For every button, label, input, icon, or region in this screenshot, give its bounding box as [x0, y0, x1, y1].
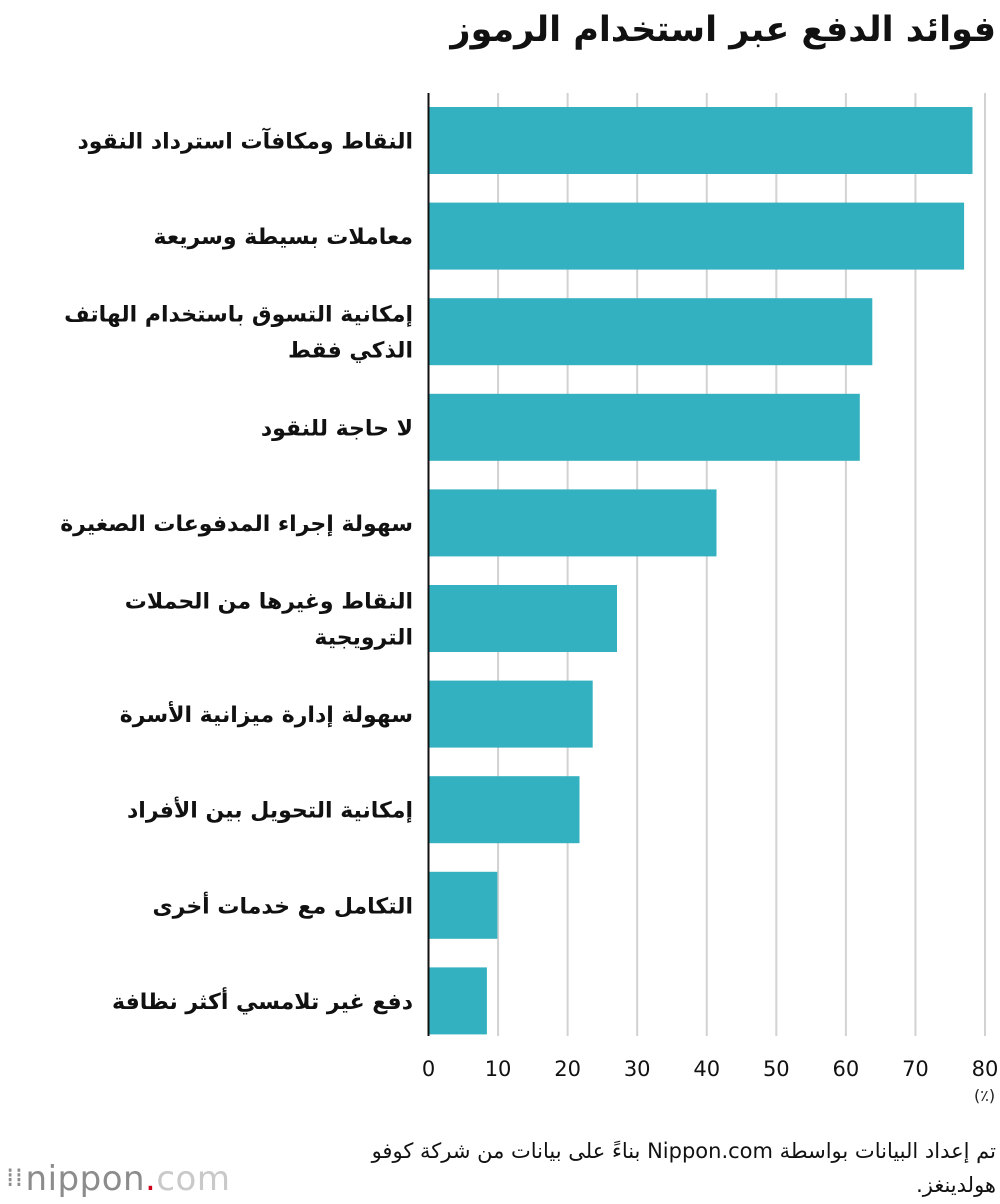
source-note: تم إعداد البيانات بواسطة Nippon.com بناء…	[371, 1139, 996, 1197]
bar	[428, 776, 580, 844]
chart-title: فوائد الدفع عبر استخدام الرموز	[450, 10, 996, 50]
category-label: سهولة إدارة ميزانية الأسرة	[120, 700, 413, 728]
bar	[428, 393, 860, 461]
category-labels: النقاط ومكافآت استرداد النقود معاملات بسي…	[60, 127, 413, 1015]
category-label: لا حاجة للنقود	[261, 416, 413, 441]
category-label: التكامل مع خدمات أخرى	[152, 890, 413, 919]
bar	[428, 202, 965, 270]
bar	[428, 489, 717, 557]
bars	[428, 107, 973, 1035]
category-label: إمكانية التحويل بين الأفراد	[127, 796, 413, 824]
nippon-logo: ⁞⁞nippon.com	[6, 1159, 231, 1199]
category-label: النقاط ومكافآت استرداد النقود	[78, 127, 414, 155]
x-tick-label: 60	[833, 1057, 860, 1081]
bar	[428, 871, 498, 939]
x-tick-label: 20	[554, 1057, 581, 1081]
x-tick-label: 30	[624, 1057, 651, 1081]
x-tick-label: 50	[763, 1057, 790, 1081]
x-tick-label: 70	[902, 1057, 929, 1081]
x-tick-labels: 0 10 20 30 40 50 60 70 80	[422, 1057, 999, 1081]
logo-mark-icon: ⁞⁞	[6, 1163, 24, 1193]
category-label: سهولة إجراء المدفوعات الصغيرة	[60, 512, 413, 537]
x-tick-label: 40	[693, 1057, 720, 1081]
category-label: إمكانية التسوق باستخدام الهاتف الذكي فقط	[64, 303, 413, 364]
category-label: النقاط وغيرها من الحملات الترويجية	[125, 590, 413, 651]
x-tick-label: 0	[422, 1057, 435, 1081]
bar	[428, 680, 593, 748]
bar	[428, 967, 487, 1035]
bar	[428, 298, 873, 366]
x-tick-label: 80	[972, 1057, 999, 1081]
x-tick-label: 10	[485, 1057, 512, 1081]
bar	[428, 107, 973, 174]
category-label: دفع غير تلامسي أكثر نظافة	[112, 986, 413, 1015]
bar	[428, 585, 617, 652]
x-axis-unit-label: (٪)	[974, 1086, 996, 1105]
category-label: معاملات بسيطة وسريعة	[154, 225, 413, 250]
